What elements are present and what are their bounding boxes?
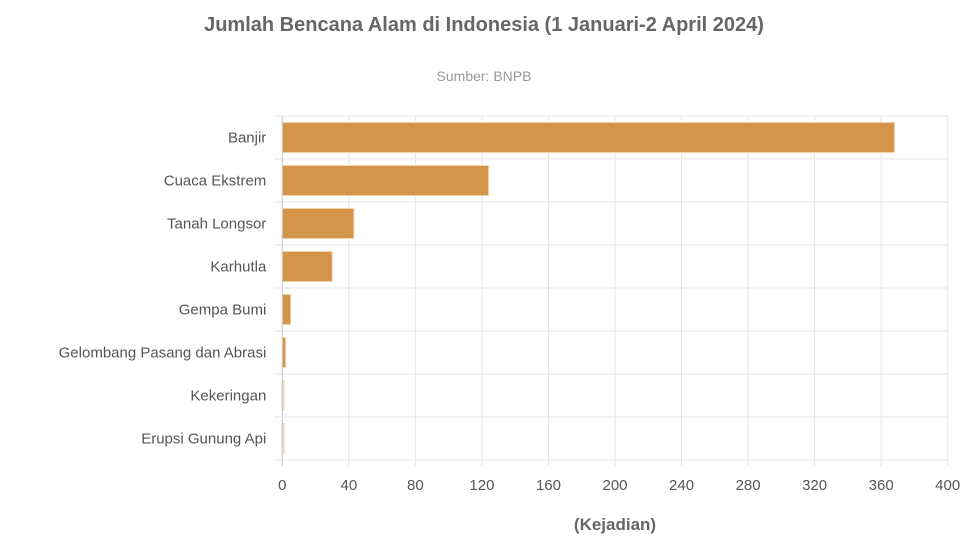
x-tick-label: 400: [935, 477, 960, 494]
category-label: Gempa Bumi: [179, 302, 267, 319]
chart-subtitle: Sumber: BNPB: [436, 68, 532, 84]
x-tick-label: 160: [536, 477, 561, 494]
x-tick-label: 360: [869, 477, 894, 494]
category-label: Karhutla: [210, 259, 267, 276]
category-label: Gelombang Pasang dan Abrasi: [59, 345, 267, 362]
category-label: Cuaca Ekstrem: [164, 173, 267, 190]
bar-tanah-longsor: [281, 208, 355, 239]
category-label: Erupsi Gunung Api: [141, 431, 266, 448]
x-tick-label: 80: [407, 477, 424, 494]
x-tick-label: 280: [736, 477, 761, 494]
x-tick-label: 320: [802, 477, 827, 494]
x-tick-label: 200: [602, 477, 627, 494]
bar-gempa-bumi: [281, 294, 292, 325]
x-tick-label: 120: [469, 477, 494, 494]
bar-banjir: [281, 122, 895, 153]
bar-karhutla: [281, 251, 333, 282]
category-label: Kekeringan: [190, 388, 266, 405]
chart-title: Jumlah Bencana Alam di Indonesia (1 Janu…: [204, 14, 764, 36]
x-tick-label: 40: [340, 477, 357, 494]
x-axis-label: (Kejadian): [574, 515, 656, 534]
x-tick-label: 0: [278, 477, 286, 494]
category-label: Banjir: [228, 130, 266, 147]
category-label: Tanah Longsor: [167, 216, 266, 233]
x-tick-label: 240: [669, 477, 694, 494]
bar-cuaca-ekstrem: [281, 165, 490, 196]
